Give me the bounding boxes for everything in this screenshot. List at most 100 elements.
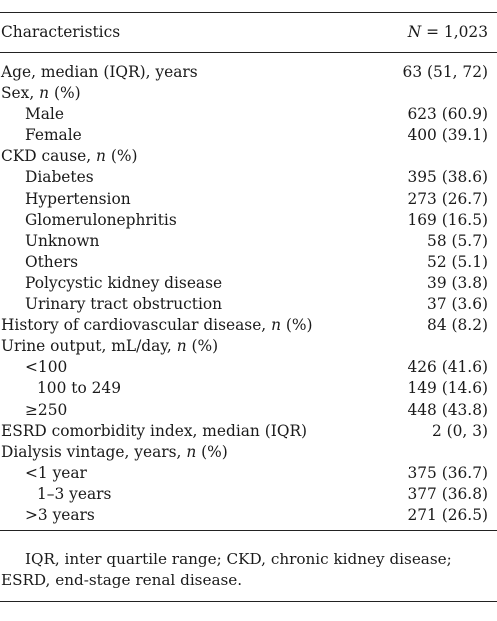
- table-row: Glomerulonephritis 169 (16.5): [0, 210, 497, 231]
- row-label-text: Unknown: [25, 231, 100, 250]
- row-label-text: Others: [25, 252, 79, 271]
- table-top-rule: [0, 12, 497, 13]
- table-row: Hypertension 273 (26.7): [0, 189, 497, 210]
- table-row: 1–3 years 377 (36.8): [0, 484, 497, 505]
- row-label-italic: n: [176, 337, 187, 356]
- row-label-text: Dialysis vintage, years,: [1, 442, 187, 461]
- row-value: 39 (3.8): [427, 273, 488, 292]
- table-row: Urinary tract obstruction 37 (3.6): [0, 294, 497, 315]
- row-label-suffix: (%): [186, 337, 219, 356]
- row-label-text: Age, median (IQR), years: [1, 63, 198, 81]
- row-label: ESRD comorbidity index, median (IQR): [1, 421, 307, 442]
- row-label-text: 100 to 249: [37, 379, 121, 398]
- table-row: >3 years 271 (26.5): [0, 505, 497, 526]
- row-label: Urinary tract obstruction: [25, 294, 222, 315]
- table-row: Polycystic kidney disease 39 (3.8): [0, 273, 497, 294]
- row-value: 271 (26.5): [407, 505, 488, 524]
- row-label: Urine output, mL/day, n (%): [1, 336, 218, 357]
- footnote-rule: [0, 601, 497, 602]
- row-label-italic: n: [271, 316, 282, 335]
- row-value: 37 (3.6): [427, 295, 488, 314]
- row-label-text: Diabetes: [25, 168, 94, 187]
- row-label-text: CKD cause,: [1, 147, 97, 166]
- table-row: History of cardiovascular disease, n (%)…: [0, 315, 497, 336]
- header-sample-size: N = 1,023: [408, 23, 488, 41]
- table-row: Female 400 (39.1): [0, 125, 497, 146]
- row-value: 84 (8.2): [427, 316, 488, 335]
- row-label-italic: n: [96, 147, 106, 166]
- row-label: Hypertension: [25, 189, 131, 210]
- row-label: Dialysis vintage, years, n (%): [1, 442, 228, 463]
- row-label: CKD cause, n (%): [1, 146, 137, 167]
- row-value: 448 (43.8): [407, 400, 488, 419]
- row-label: >3 years: [25, 505, 95, 526]
- row-label: 1–3 years: [37, 484, 111, 505]
- row-label-text: ≥250: [25, 400, 68, 419]
- row-label: Polycystic kidney disease: [25, 273, 222, 294]
- table-row: Others 52 (5.1): [0, 252, 497, 273]
- header-n-value: = 1,023: [421, 23, 488, 41]
- row-label: Others: [25, 252, 78, 273]
- row-value: 377 (36.8): [407, 484, 488, 503]
- table-row: <1 year 375 (36.7): [0, 463, 497, 484]
- row-value: 169 (16.5): [407, 210, 488, 229]
- row-label-text: ESRD comorbidity index, median (IQR): [1, 421, 308, 440]
- row-label: ≥250: [25, 400, 67, 421]
- row-label: Male: [25, 104, 64, 125]
- row-label-text: Sex,: [1, 84, 40, 103]
- header-characteristics: Characteristics: [1, 23, 121, 41]
- row-label-text: <100: [25, 358, 68, 377]
- table-row: Age, median (IQR), years 63 (51, 72): [0, 62, 497, 83]
- row-value: 375 (36.7): [407, 463, 488, 482]
- row-label: 100 to 249: [37, 378, 121, 399]
- row-value: 149 (14.6): [407, 379, 488, 398]
- row-label-text: Urinary tract obstruction: [25, 295, 223, 314]
- row-label-italic: n: [186, 442, 197, 461]
- row-label: Diabetes: [25, 167, 94, 188]
- row-value: 273 (26.7): [407, 189, 488, 208]
- row-label-text: Polycystic kidney disease: [25, 273, 223, 292]
- row-label-text: >3 years: [25, 505, 95, 524]
- row-value: 52 (5.1): [427, 252, 488, 271]
- table-row: Unknown 58 (5.7): [0, 231, 497, 252]
- table-row: <100 426 (41.6): [0, 357, 497, 378]
- table-row: ≥250 448 (43.8): [0, 400, 497, 421]
- row-label-text: Glomerulonephritis: [25, 210, 177, 229]
- table-header-row: Characteristics N = 1,023: [0, 12, 497, 52]
- row-value: 623 (60.9): [407, 105, 488, 124]
- table-row: Urine output, mL/day, n (%): [0, 336, 497, 357]
- row-label: Sex, n (%): [1, 83, 81, 104]
- row-value: 426 (41.6): [407, 358, 488, 377]
- row-label: Age, median (IQR), years: [1, 62, 198, 83]
- row-label-text: Female: [25, 126, 82, 145]
- row-label-text: <1 year: [25, 463, 87, 482]
- row-label: History of cardiovascular disease, n (%): [1, 315, 313, 336]
- row-label-italic: n: [39, 84, 50, 103]
- row-label-suffix: (%): [281, 316, 313, 335]
- row-label: Female: [25, 125, 82, 146]
- row-label: Unknown: [25, 231, 99, 252]
- table-row: Sex, n (%): [0, 83, 497, 104]
- row-value: 63 (51, 72): [402, 63, 488, 81]
- row-label: <100: [25, 357, 67, 378]
- row-label-text: Hypertension: [25, 189, 131, 208]
- table-bottom-rule: [0, 530, 497, 531]
- row-value: 58 (5.7): [427, 231, 488, 250]
- row-value: 400 (39.1): [407, 126, 488, 145]
- row-value: 2 (0, 3): [431, 421, 488, 440]
- row-label-suffix: (%): [49, 84, 81, 103]
- row-label-text: 1–3 years: [37, 484, 112, 503]
- table-row: Male 623 (60.9): [0, 104, 497, 125]
- table-row: Dialysis vintage, years, n (%): [0, 442, 497, 463]
- table-row: CKD cause, n (%): [0, 146, 497, 167]
- table-footnote: IQR, inter quartile range; CKD, chronic …: [1, 550, 452, 589]
- table-header-rule: [0, 52, 497, 53]
- row-label-text: Male: [25, 105, 64, 124]
- row-value: 395 (38.6): [407, 168, 488, 187]
- row-label: Glomerulonephritis: [25, 210, 177, 231]
- table-row: 100 to 249 149 (14.6): [0, 378, 497, 399]
- header-n-label: N: [407, 23, 422, 41]
- table-body: Age, median (IQR), years 63 (51, 72) Sex, …: [0, 62, 497, 526]
- row-label-text: Urine output, mL/day,: [1, 337, 177, 356]
